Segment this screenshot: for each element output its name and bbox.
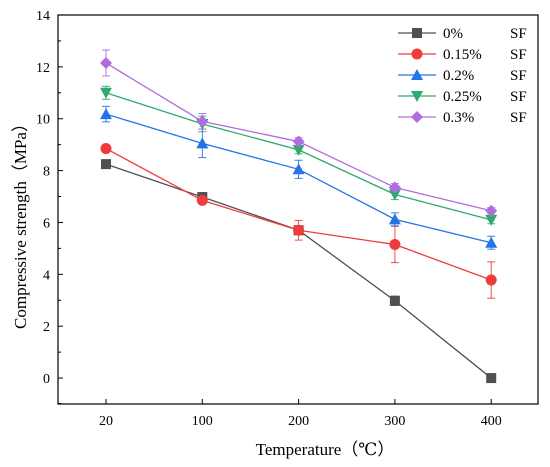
data-point (486, 373, 497, 384)
legend-label: 0.15% (443, 47, 482, 63)
series-2 (100, 105, 498, 250)
data-point (292, 163, 305, 175)
legend-label: 0.3% (443, 110, 474, 126)
legend-suffix: SF (510, 89, 527, 105)
data-point (100, 56, 112, 69)
legend-label: 0.2% (443, 68, 474, 84)
x-tick-label: 20 (99, 414, 113, 429)
legend-marker (411, 111, 423, 123)
y-tick-label: 8 (43, 165, 50, 180)
legend-label: 0% (443, 26, 463, 42)
legend-item: 0.15% SF (398, 47, 527, 63)
legend-marker (411, 69, 423, 80)
legend-item: 0.25% SF (398, 89, 527, 105)
plot-frame (57, 14, 539, 405)
y-tick-label: 12 (36, 61, 50, 76)
x-tick-label: 400 (481, 414, 502, 429)
x-tick-label: 200 (288, 414, 309, 429)
x-axis-title: Temperature（℃） (256, 440, 395, 459)
legend-marker (412, 28, 422, 38)
x-tick-label: 300 (384, 414, 405, 429)
y-tick-label: 10 (36, 113, 50, 128)
legend-suffix: SF (510, 68, 527, 84)
legend-item: 0.3% SF (398, 110, 527, 126)
x-tick-label: 100 (192, 414, 213, 429)
data-point (389, 295, 400, 306)
series-4 (100, 49, 498, 217)
data-point (196, 115, 209, 128)
legend-suffix: SF (510, 47, 527, 63)
data-point (485, 274, 497, 286)
data-point (100, 143, 112, 155)
y-tick-label: 14 (36, 9, 50, 24)
data-point (389, 239, 401, 251)
data-point (485, 204, 498, 217)
legend-marker (411, 91, 423, 102)
legend-item: 0% SF (398, 26, 527, 42)
y-tick-label: 4 (43, 268, 50, 283)
legend-suffix: SF (510, 110, 527, 126)
data-point (388, 181, 401, 194)
legend-marker (411, 48, 423, 60)
y-tick-label: 6 (43, 216, 50, 231)
legend-item: 0.2% SF (398, 68, 527, 84)
legend-suffix: SF (510, 26, 527, 42)
data-point (485, 236, 498, 248)
data-point (196, 194, 208, 206)
data-point (485, 214, 498, 226)
data-point (292, 135, 305, 148)
data-point (101, 159, 111, 170)
y-axis-title: Compressive strength（MPa） (11, 115, 30, 329)
data-point (388, 213, 401, 225)
series-1 (100, 143, 497, 299)
y-tick-label: 2 (43, 320, 50, 335)
data-point (388, 189, 401, 201)
data-point (292, 144, 305, 156)
y-tick-label: 0 (43, 372, 50, 387)
data-point (100, 87, 112, 99)
data-point (196, 137, 209, 149)
legend-label: 0.25% (443, 89, 482, 105)
data-point (293, 224, 305, 236)
data-point (100, 108, 112, 120)
